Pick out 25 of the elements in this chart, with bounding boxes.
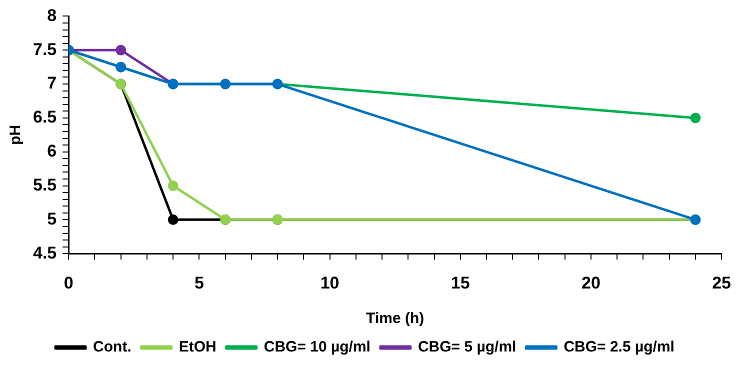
x-tick-label: 10 [320, 273, 340, 292]
y-tick-label: 6.5 [32, 108, 57, 127]
y-tick-label: 8 [47, 6, 57, 25]
x-tick-label: 15 [450, 273, 470, 292]
point [168, 214, 178, 225]
x-axis-title: Time (h) [366, 310, 424, 328]
x-tick-label: 5 [194, 273, 204, 292]
point [116, 44, 126, 56]
x-tick-label: 20 [582, 273, 600, 292]
x-tick-label: 0 [64, 273, 74, 292]
y-tick-label: 5 [47, 209, 57, 228]
y-tick-label: 6 [47, 142, 57, 161]
y-tick-label: 7.5 [32, 40, 57, 59]
y-tick-label: 5.5 [32, 175, 57, 194]
y-tick-label: 7 [47, 74, 57, 93]
y-axis-title: pH [7, 124, 24, 145]
x-tick-label: 25 [712, 273, 732, 292]
legend-label: Cont. [93, 338, 132, 356]
legend-label: CBG= 2.5 µg/ml [564, 338, 674, 356]
legend-label: CBG= 5 µg/ml [418, 338, 516, 356]
legend-label: CBG= 10 µg/ml [264, 338, 370, 356]
point [168, 180, 178, 192]
point [690, 112, 701, 124]
y-tick-label: 4.5 [32, 243, 57, 262]
legend-label: EtOH [178, 338, 216, 356]
